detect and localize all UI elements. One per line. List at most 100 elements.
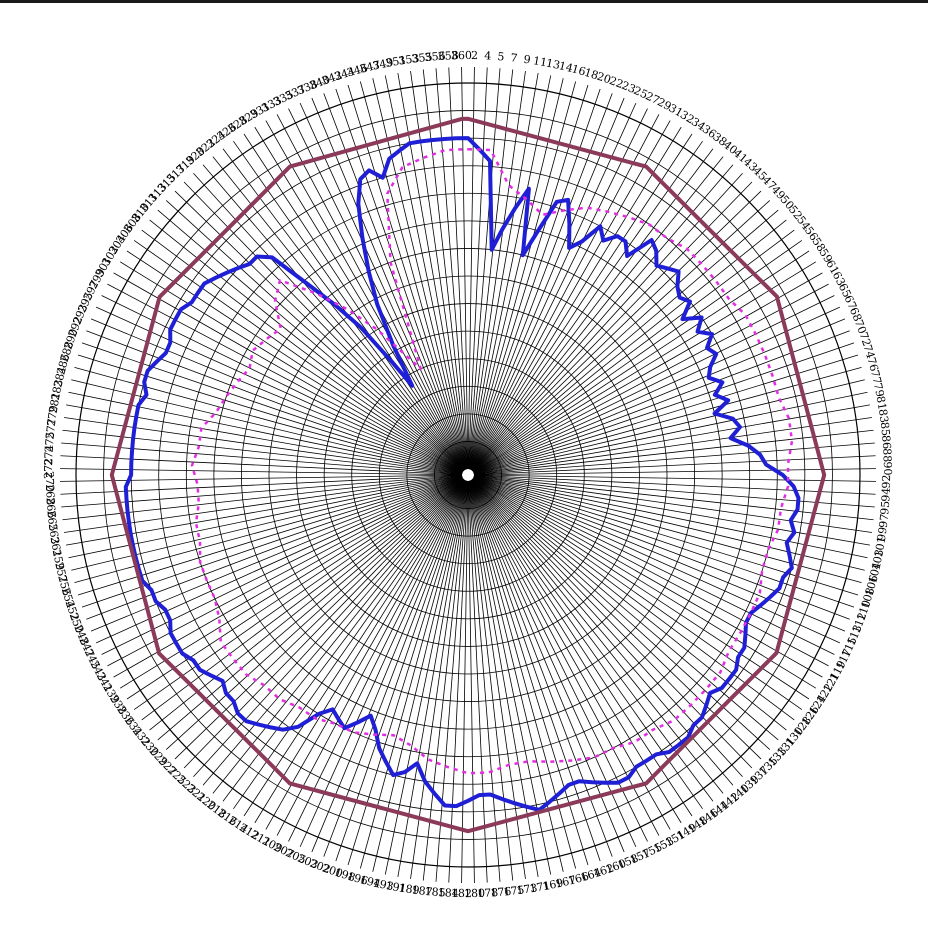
angle-tick-label: 14 — [558, 59, 575, 75]
grid-spoke — [288, 480, 466, 842]
grid-spoke — [101, 477, 463, 655]
grid-spoke — [397, 73, 468, 470]
grid-spoke — [410, 480, 468, 879]
grid-spoke — [469, 78, 564, 470]
angle-tick-label: 25 — [632, 84, 650, 102]
grid-spoke — [347, 480, 467, 866]
grid-spoke — [422, 69, 468, 470]
grid-spoke — [243, 133, 466, 471]
grid-spoke — [66, 404, 463, 475]
angle-tick-label: 356 — [424, 49, 446, 64]
grid-spoke — [95, 477, 463, 644]
grid-spoke — [467, 480, 488, 883]
grid-spoke — [86, 330, 463, 474]
angle-tick-label: 257 — [52, 561, 70, 584]
grid-spoke — [359, 480, 467, 869]
grid-spoke — [472, 219, 787, 472]
grid-spoke — [473, 475, 870, 546]
angle-tick-label: 166 — [567, 870, 591, 888]
grid-spoke — [372, 78, 467, 470]
angle-tick-label: 97 — [877, 513, 891, 528]
angle-tick-label: 194 — [359, 873, 382, 891]
series-line-0 — [123, 136, 801, 812]
grid-spoke — [472, 250, 810, 473]
grid-spoke — [233, 140, 465, 471]
grid-spoke — [470, 480, 660, 836]
grid-ring — [434, 441, 502, 509]
grid-spoke — [472, 261, 817, 473]
grid-ring — [213, 220, 723, 730]
grid-spoke — [422, 480, 468, 881]
grid-spoke — [468, 480, 514, 881]
grid-spoke — [468, 480, 552, 875]
grid-spoke — [133, 478, 464, 710]
grid-spoke — [470, 480, 637, 848]
angle-tick-labels: 2 4 5 7 9 11131416182022232527293132343638404… — [42, 49, 894, 900]
angle-tick-label: 184 — [437, 886, 459, 900]
angle-tick-label: 283 — [49, 378, 66, 401]
angle-tick-label: 360 — [451, 49, 472, 62]
series-layer — [109, 116, 827, 834]
grid-spoke — [113, 272, 463, 473]
angle-tick-label: 173 — [516, 881, 539, 897]
grid-spoke — [473, 330, 850, 474]
grid-spoke — [470, 102, 637, 470]
grid-spoke — [470, 120, 671, 470]
grid-spoke — [473, 476, 865, 571]
grid-spoke — [473, 474, 876, 495]
angle-tick-label: 77 — [868, 369, 884, 386]
grid-spoke — [472, 229, 795, 472]
angle-tick-label: 261 — [48, 535, 64, 558]
angle-tick-label: 353 — [398, 52, 421, 68]
angle-tick-label: 191 — [385, 879, 408, 895]
grid-spoke — [472, 478, 762, 760]
angle-tick-label: 95 — [878, 500, 892, 515]
grid-spoke — [468, 480, 526, 879]
grid-spoke — [469, 480, 601, 862]
grid-spoke — [265, 120, 466, 470]
grid-spoke — [469, 88, 601, 470]
grid-spoke — [254, 479, 466, 824]
grid-spoke — [473, 306, 841, 473]
angle-tick-label: 275 — [42, 431, 57, 453]
grid-spoke — [183, 479, 465, 769]
grid-ring — [185, 192, 751, 758]
angle-tick-label: 88 — [880, 448, 894, 463]
grid-spoke — [61, 442, 463, 475]
angle-tick-label: 254 — [59, 586, 78, 610]
grid-spoke — [86, 476, 463, 620]
grid-spoke — [113, 477, 463, 678]
grid-spoke — [472, 240, 803, 472]
angle-tick-label: 74 — [861, 343, 878, 360]
angle-tick-label: 104 — [866, 561, 884, 584]
radial-grid-rings — [75, 82, 861, 868]
angle-tick-label: 92 — [880, 474, 893, 488]
grid-spoke — [473, 475, 874, 521]
grid-ring — [241, 248, 695, 702]
grid-spoke — [212, 156, 465, 471]
grid-spoke — [473, 429, 874, 475]
grid-spoke — [473, 272, 823, 473]
grid-spoke — [254, 126, 466, 471]
grid-spoke — [174, 478, 464, 760]
grid-spoke — [473, 455, 876, 476]
angle-tick-label: 81 — [874, 395, 889, 411]
grid-spoke — [468, 480, 501, 882]
angle-tick-label: 167 — [554, 873, 577, 891]
grid-spoke — [448, 67, 469, 470]
grid-spoke — [347, 84, 467, 470]
grid-spoke — [461, 67, 469, 470]
grid-spoke — [469, 480, 564, 872]
grid-spoke — [469, 480, 613, 857]
grid-spoke — [469, 97, 625, 470]
grid-spoke — [435, 68, 468, 470]
grid-spoke — [473, 476, 862, 584]
angle-tick-label: 94 — [879, 487, 893, 502]
grid-spoke — [276, 480, 466, 836]
angle-tick-label: 2 — [471, 49, 478, 62]
grid-spoke — [468, 68, 501, 470]
grid-spoke — [335, 480, 467, 862]
grid-spoke — [470, 126, 682, 471]
angle-tick-label: 79 — [871, 382, 887, 398]
